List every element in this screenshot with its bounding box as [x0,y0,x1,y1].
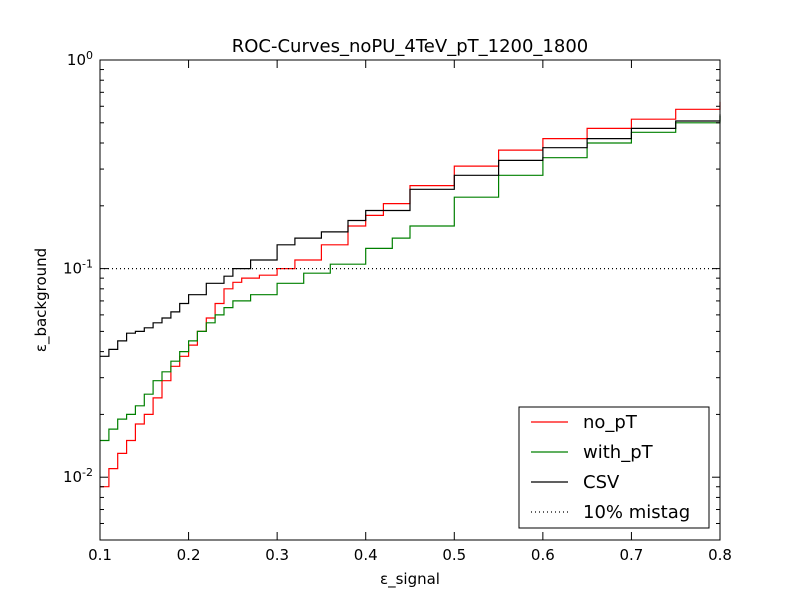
y-tick-label: 100 [67,49,93,69]
y-axis-label: ε_background [32,248,51,352]
y-tick-label: 10-1 [63,258,93,278]
legend: no_pT with_pT CSV 10% mistag [518,406,710,529]
x-tick-label: 0.1 [88,546,112,564]
y-tick-label: 10-2 [63,466,93,486]
x-tick-label: 0.8 [708,546,732,564]
legend-box [518,406,710,529]
series-line-with-pt [100,115,721,442]
x-tick-label: 0.4 [354,546,378,564]
series-line-csv [100,114,721,357]
chart-title: ROC-Curves_noPU_4TeV_pT_1200_1800 [232,36,588,57]
x-tick-label: 0.5 [442,546,466,564]
legend-label-no-pt: no_pT [583,412,638,433]
plot-frame [99,59,721,541]
series-layer [100,101,721,488]
series-line-no-pt [100,101,721,488]
x-axis-label: ε_signal [380,570,440,589]
x-tick-label: 0.6 [531,546,555,564]
x-tick-label: 0.2 [177,546,201,564]
x-tick-label: 0.7 [619,546,643,564]
tick-layer: 0.1 0.2 0.3 0.4 0.5 0.6 0.7 0.8 10-2 10-1 100 [63,49,732,564]
legend-label-mistag: 10% mistag [583,502,690,523]
legend-label-with-pt: with_pT [583,442,654,463]
x-tick-label: 0.3 [265,546,289,564]
legend-label-csv: CSV [583,472,620,493]
